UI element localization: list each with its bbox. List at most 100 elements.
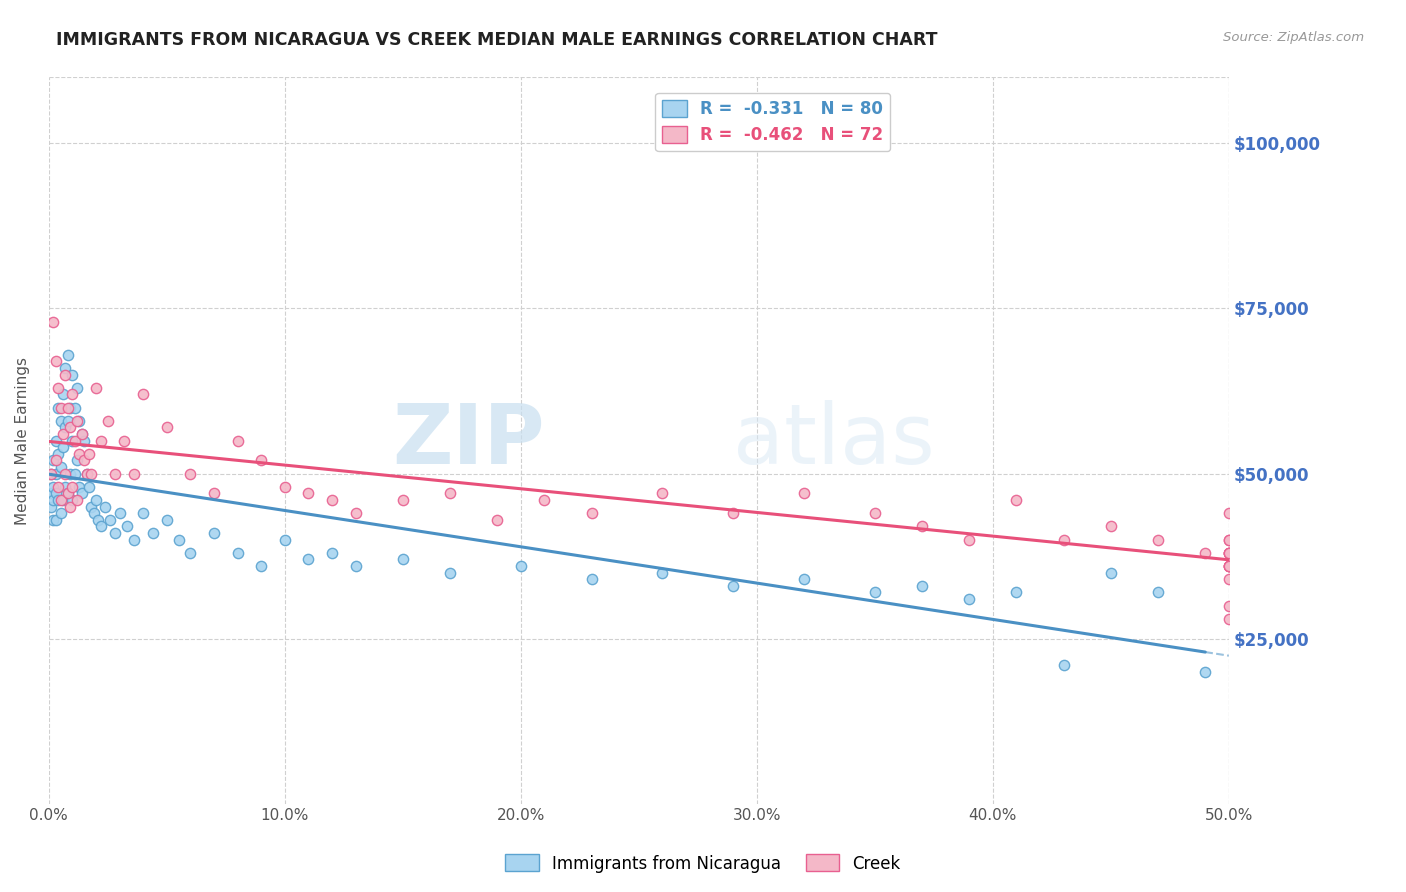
Point (52, 426, 75, 441)
Point (60, 492, 83, 507)
Point (721, 506, 744, 520)
Point (77, 447, 100, 461)
Point (1147, 533, 1170, 547)
Point (226, 434, 249, 448)
Point (63, 434, 86, 448)
Point (274, 480, 297, 494)
Point (46, 480, 69, 494)
Point (56, 414, 79, 428)
Point (1218, 533, 1240, 547)
Point (59, 500, 82, 514)
Point (60, 387, 83, 401)
Point (167, 533, 190, 547)
Point (49, 459, 72, 474)
Point (49, 414, 72, 428)
Point (39, 486, 62, 500)
Point (1218, 546, 1240, 560)
Point (83, 506, 105, 520)
Point (1005, 585, 1028, 599)
Point (56, 486, 79, 500)
Point (1218, 546, 1240, 560)
Point (179, 467, 201, 481)
Point (344, 506, 367, 520)
Point (66, 414, 89, 428)
Point (42, 513, 65, 527)
Point (1218, 546, 1240, 560)
Legend: R =  -0.331   N = 80, R =  -0.462   N = 72: R = -0.331 N = 80, R = -0.462 N = 72 (655, 93, 890, 151)
Point (104, 467, 127, 481)
Point (46, 381, 69, 395)
Point (321, 546, 343, 560)
Point (156, 420, 179, 434)
Point (297, 552, 319, 566)
Point (202, 525, 225, 540)
Point (1218, 572, 1240, 586)
Point (77, 480, 100, 494)
Point (321, 492, 343, 507)
Point (581, 572, 603, 586)
Point (1099, 519, 1122, 533)
Point (1218, 558, 1240, 573)
Point (46, 447, 69, 461)
Point (297, 486, 319, 500)
Point (1194, 665, 1216, 679)
Point (67, 447, 90, 461)
Point (46, 492, 69, 507)
Point (1218, 599, 1240, 613)
Point (94, 500, 117, 514)
Point (132, 387, 155, 401)
Point (793, 486, 815, 500)
Point (391, 492, 413, 507)
Point (1218, 558, 1240, 573)
Point (60, 480, 83, 494)
Point (60, 434, 83, 448)
Point (70, 426, 93, 441)
Point (39, 467, 62, 481)
Point (957, 533, 980, 547)
Point (59, 401, 82, 415)
Point (142, 525, 165, 540)
Point (250, 453, 273, 467)
Point (45, 354, 67, 368)
Point (863, 585, 886, 599)
Point (1218, 546, 1240, 560)
Point (76, 467, 98, 481)
Point (60, 368, 83, 382)
Point (108, 506, 131, 520)
Point (56, 348, 79, 362)
Point (49, 492, 72, 507)
Point (84, 492, 107, 507)
Point (721, 579, 744, 593)
Point (439, 566, 461, 580)
Point (122, 467, 145, 481)
Point (1005, 492, 1028, 507)
Text: atlas: atlas (733, 400, 935, 481)
Point (39, 467, 62, 481)
Point (1218, 558, 1240, 573)
Point (42, 492, 65, 507)
Point (1194, 546, 1216, 560)
Point (80, 500, 103, 514)
Point (53, 368, 76, 382)
Legend: Immigrants from Nicaragua, Creek: Immigrants from Nicaragua, Creek (499, 847, 907, 880)
Point (581, 506, 603, 520)
Point (67, 414, 90, 428)
Point (911, 519, 934, 533)
Point (53, 480, 76, 494)
Point (66, 453, 89, 467)
Point (45, 513, 67, 527)
Point (179, 546, 201, 560)
Point (42, 453, 65, 467)
Point (53, 420, 76, 434)
Point (46, 401, 69, 415)
Point (344, 558, 367, 573)
Point (274, 533, 297, 547)
Point (122, 533, 145, 547)
Point (53, 467, 76, 481)
Point (42, 315, 65, 329)
Point (63, 401, 86, 415)
Point (486, 513, 509, 527)
Point (115, 519, 138, 533)
Y-axis label: Median Male Earnings: Median Male Earnings (15, 357, 30, 524)
Point (957, 591, 980, 606)
